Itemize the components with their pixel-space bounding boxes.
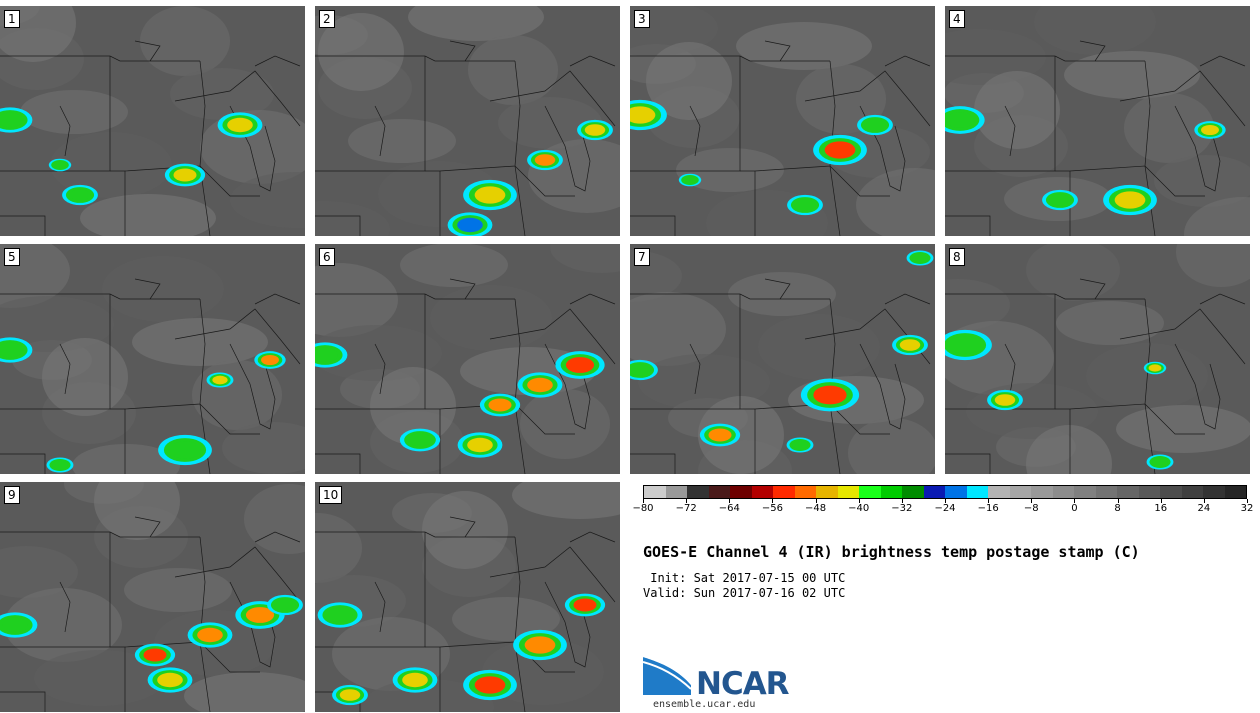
colorbar-tick [772, 499, 774, 503]
panel-9: 9 [0, 482, 305, 712]
colorbar-tick [1031, 499, 1033, 503]
panel-label: 8 [949, 248, 965, 266]
colorbar-tick-label: −16 [977, 503, 999, 514]
ir-map [630, 250, 935, 474]
colorbar-swatch [794, 486, 816, 498]
colorbar-swatch [902, 486, 924, 498]
colorbar-swatch [1117, 486, 1139, 498]
colorbar-tick [858, 499, 860, 503]
colorbar-swatch [1009, 486, 1031, 498]
ir-map [945, 244, 1250, 474]
colorbar-swatch [1031, 486, 1053, 498]
colorbar-tick-label: −56 [761, 503, 783, 514]
ncar-logo-icon [643, 655, 692, 695]
colorbar-swatch [923, 486, 945, 498]
colorbar-tick [1247, 499, 1248, 503]
colorbar-swatch [773, 486, 795, 498]
colorbar-swatch [816, 486, 838, 498]
colorbar-swatch [1138, 486, 1160, 498]
panel-6: 6 [315, 244, 620, 474]
colorbar-swatch [837, 486, 859, 498]
ir-map [630, 6, 935, 236]
site-url: ensemble.ucar.edu [653, 699, 756, 710]
colorbar-swatch [644, 486, 666, 498]
colorbar-tick-label: 0 [1071, 503, 1078, 514]
ir-map [0, 482, 305, 712]
colorbar-swatch [880, 486, 902, 498]
panel-label: 7 [634, 248, 650, 266]
colorbar-tick [1160, 499, 1162, 503]
colorbar-tick-label: −40 [848, 503, 870, 514]
colorbar-tick-label: −80 [632, 503, 654, 514]
figure-title: GOES-E Channel 4 (IR) brightness temp po… [643, 543, 1140, 561]
colorbar-tick-label: −8 [1023, 503, 1039, 514]
ir-map [0, 244, 305, 474]
panel-label: 3 [634, 10, 650, 28]
colorbar [643, 485, 1247, 499]
colorbar-swatch [687, 486, 709, 498]
colorbar-swatch [1224, 486, 1246, 498]
colorbar-swatch [665, 486, 687, 498]
colorbar-tick [1117, 499, 1119, 503]
init-time: Init: Sat 2017-07-15 00 UTC [643, 571, 846, 585]
panel-label: 1 [4, 10, 20, 28]
valid-time: Valid: Sun 2017-07-16 02 UTC [643, 586, 846, 600]
colorbar-swatch [1052, 486, 1074, 498]
panel-label: 5 [4, 248, 20, 266]
colorbar-tick [945, 499, 946, 503]
colorbar-swatch [966, 486, 988, 498]
colorbar-swatch [1074, 486, 1096, 498]
colorbar-swatch [1095, 486, 1117, 498]
colorbar-tick-label: 32 [1240, 503, 1254, 514]
panel-label: 4 [949, 10, 965, 28]
panel-3: 3 [630, 6, 935, 236]
colorbar-tick-label: 24 [1197, 503, 1211, 514]
colorbar-swatch [1181, 486, 1203, 498]
colorbar-tick [729, 499, 731, 503]
panel-8: 8 [945, 244, 1250, 474]
colorbar-swatch [751, 486, 773, 498]
ir-map [315, 6, 620, 236]
panel-4: 4 [945, 6, 1250, 236]
colorbar-tick-label: 16 [1154, 503, 1168, 514]
ir-map [945, 6, 1250, 236]
colorbar-tick-label: −32 [891, 503, 913, 514]
colorbar-swatch [988, 486, 1010, 498]
panel-2: 2 [315, 6, 620, 236]
colorbar-tick-label: −24 [934, 503, 956, 514]
colorbar-tick [1203, 499, 1205, 503]
colorbar-tick [815, 499, 817, 503]
panel-label: 9 [4, 486, 20, 504]
colorbar-tick-label: 8 [1114, 503, 1121, 514]
colorbar-tick-label: −72 [675, 503, 697, 514]
colorbar-swatch [1203, 486, 1225, 498]
panel-label: 2 [319, 10, 335, 28]
colorbar-tick [901, 499, 903, 503]
colorbar-tick [1074, 499, 1076, 503]
ir-map [315, 482, 620, 712]
panel-5: 5 [0, 244, 305, 474]
ncar-logo-text: NCAR [696, 666, 790, 702]
colorbar-swatch [730, 486, 752, 498]
colorbar-swatch [859, 486, 881, 498]
panel-1: 1 [0, 6, 305, 236]
ir-map [315, 244, 620, 474]
panel-label: 10 [319, 486, 343, 504]
colorbar-swatch [708, 486, 730, 498]
colorbar-tick [988, 499, 990, 503]
colorbar-tick-label: −64 [718, 503, 740, 514]
panel-10: 10 [315, 482, 620, 712]
panel-label: 6 [319, 248, 335, 266]
colorbar-tick [686, 499, 688, 503]
colorbar-swatch [945, 486, 967, 498]
colorbar-tick [643, 499, 644, 503]
ir-map [0, 6, 305, 236]
panel-7: 7 [630, 244, 935, 474]
colorbar-tick-label: −48 [805, 503, 827, 514]
colorbar-swatch [1160, 486, 1182, 498]
